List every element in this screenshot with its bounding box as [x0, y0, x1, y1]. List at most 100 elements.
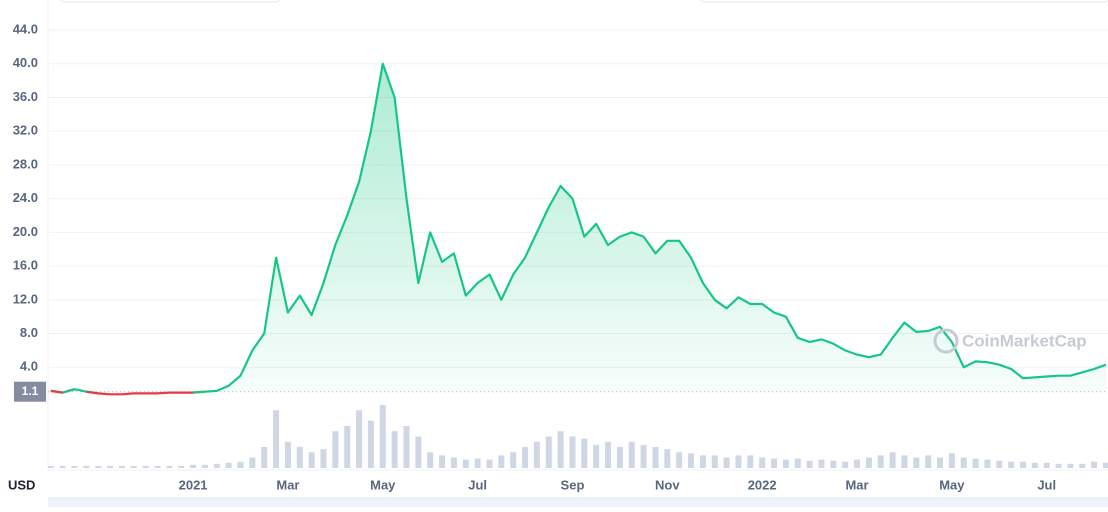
- x-tick-label: Jul: [468, 477, 487, 492]
- volume-bar: [723, 457, 730, 468]
- y-tick-label: 4.0: [20, 359, 38, 374]
- top-control[interactable]: [59, 0, 281, 3]
- volume-bar: [474, 458, 481, 468]
- volume-bar: [1043, 462, 1050, 468]
- volume-bar: [806, 460, 813, 468]
- volume-bar: [913, 457, 920, 468]
- y-tick-label: 32.0: [13, 123, 38, 138]
- volume-bar: [616, 447, 623, 468]
- x-tick-label: Sep: [561, 477, 585, 492]
- volume-bar: [664, 449, 671, 468]
- volume-bar: [830, 460, 837, 468]
- y-tick-label: 44.0: [13, 21, 38, 36]
- volume-bar: [154, 465, 161, 468]
- x-tick-label: Jul: [1037, 477, 1056, 492]
- volume-bar: [1079, 463, 1086, 468]
- volume-bar: [996, 460, 1003, 468]
- volume-bar: [284, 441, 291, 468]
- watermark-text: CoinMarketCap: [962, 331, 1087, 350]
- volume-bar: [130, 465, 137, 468]
- volume-bar: [889, 452, 896, 468]
- volume-bar: [1103, 462, 1108, 468]
- volume-bar: [688, 453, 695, 468]
- volume-bar: [249, 457, 256, 468]
- volume-bar: [225, 462, 232, 468]
- volume-bar: [1008, 461, 1015, 468]
- volume-bar: [415, 436, 422, 468]
- volume-bar: [510, 452, 517, 468]
- volume-bar: [759, 457, 766, 468]
- volume-bar: [628, 441, 635, 468]
- volume-bar: [854, 459, 861, 468]
- price-area: [50, 63, 1106, 395]
- y-unit-label: USD: [8, 477, 35, 492]
- volume-bar: [711, 455, 718, 468]
- volume-bar: [901, 455, 908, 468]
- volume-bar: [948, 453, 955, 468]
- volume-bar: [450, 457, 457, 468]
- volume-bar: [320, 449, 327, 468]
- volume-bar: [332, 431, 339, 468]
- y-tick-label: 20.0: [13, 224, 38, 239]
- x-tick-label: Nov: [655, 477, 680, 492]
- volume-bar: [925, 455, 932, 468]
- x-tick-label: Mar: [276, 477, 299, 492]
- volume-bar: [581, 438, 588, 468]
- volume-bar: [960, 457, 967, 468]
- volume-bar: [95, 465, 102, 468]
- top-control[interactable]: [699, 0, 1108, 3]
- volume-bar: [190, 464, 197, 468]
- scrollbar[interactable]: [48, 497, 1108, 507]
- volume-bar: [142, 465, 149, 468]
- volume-bar: [1031, 462, 1038, 468]
- watermark: CoinMarketCap: [933, 328, 1087, 354]
- volume-bar: [498, 455, 505, 468]
- volume-bar: [403, 426, 410, 468]
- volume-bar: [972, 458, 979, 468]
- volume-bar: [178, 465, 185, 468]
- volume-bar: [308, 452, 315, 468]
- volume-bar: [379, 405, 386, 468]
- y-tick-label: 12.0: [13, 291, 38, 306]
- volume-bar: [166, 465, 173, 468]
- volume-bar: [1020, 461, 1027, 468]
- x-tick-label: May: [370, 477, 396, 492]
- volume-bar: [296, 447, 303, 468]
- baseline-label-box: [14, 381, 46, 402]
- volume-bar: [237, 461, 244, 468]
- volume-bar: [877, 455, 884, 468]
- volume-bar: [427, 452, 434, 468]
- volume-bar: [533, 441, 540, 468]
- volume-bar: [782, 459, 789, 468]
- volume-bar: [367, 420, 374, 468]
- volume-bar: [261, 447, 268, 468]
- volume-bar: [640, 444, 647, 468]
- volume-bar: [652, 447, 659, 468]
- volume-bar: [1055, 463, 1062, 468]
- price-line: [86, 390, 205, 396]
- y-tick-label: 24.0: [13, 190, 38, 205]
- volume-bar: [605, 441, 612, 468]
- volume-bar: [569, 436, 576, 468]
- volume-bar: [1091, 461, 1098, 468]
- volume-bar: [735, 455, 742, 468]
- volume-bar: [59, 465, 66, 468]
- volume-bar: [818, 459, 825, 468]
- volume-bar: [557, 431, 564, 468]
- volume-bar: [107, 465, 114, 468]
- volume-bar: [747, 455, 754, 468]
- volume-bar: [676, 452, 683, 468]
- x-tick-label: 2021: [179, 477, 208, 492]
- volume-bar: [391, 431, 398, 468]
- volume-bar: [842, 461, 849, 468]
- x-tick-label: Mar: [845, 477, 868, 492]
- x-tick-label: 2022: [748, 477, 777, 492]
- volume-bar: [71, 465, 78, 468]
- volume-bar: [984, 459, 991, 468]
- volume-bar: [118, 465, 125, 468]
- volume-bar: [522, 447, 529, 468]
- volume-bar: [213, 463, 220, 468]
- y-tick-label: 36.0: [13, 89, 38, 104]
- watermark-logo: [933, 328, 959, 354]
